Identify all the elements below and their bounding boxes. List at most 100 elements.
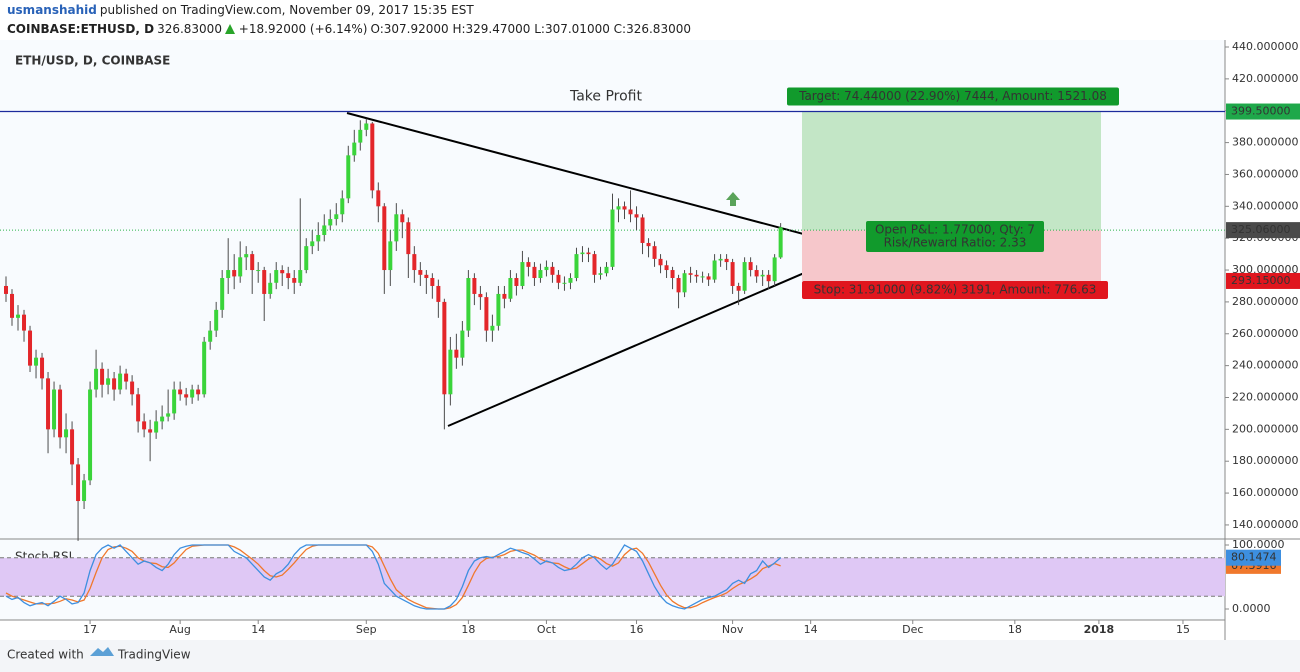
candle-body	[484, 297, 489, 331]
candle-body	[304, 246, 309, 271]
candle-body	[4, 285, 9, 294]
candle-body	[562, 282, 567, 284]
up-triangle-icon	[224, 24, 235, 34]
candle-body	[574, 254, 579, 279]
candle-body	[112, 378, 117, 390]
trend-line	[447, 248, 861, 427]
candle-body	[496, 293, 501, 326]
candle-body	[250, 254, 255, 271]
candle-body	[220, 278, 225, 310]
candle-body	[64, 429, 69, 438]
chart-title: ETH/USD, D, COINBASE	[15, 54, 170, 68]
candle-body	[82, 480, 87, 502]
candle-body	[100, 368, 105, 385]
candle-body	[394, 214, 399, 242]
candle-body	[406, 222, 411, 255]
x-tick-label: 18	[461, 623, 475, 636]
footer-background	[0, 640, 1300, 672]
symbol: COINBASE:ETHUSD, D	[7, 22, 155, 36]
last-price: 326.83000	[157, 22, 222, 36]
y-tick-label: 240.000000	[1232, 359, 1298, 372]
candle-body	[244, 254, 249, 258]
candle-body	[208, 330, 213, 342]
candle-body	[262, 270, 267, 294]
candle-body	[388, 241, 393, 271]
candle-body	[328, 219, 333, 226]
candle-body	[196, 389, 201, 395]
stop-text: Stop: 31.91000 (9.82%) 3191, Amount: 776…	[814, 282, 1097, 296]
candle-body	[358, 129, 363, 143]
candle-body	[772, 257, 777, 282]
candle-body	[400, 214, 405, 223]
y-tick-label: 140.000000	[1232, 518, 1298, 531]
y-tick-label: 280.000000	[1232, 295, 1298, 308]
y-tick-label: 220.000000	[1232, 390, 1298, 403]
target-text-box	[787, 87, 1119, 106]
candle-body	[106, 378, 111, 385]
candle-body	[286, 273, 291, 279]
candle-body	[190, 389, 195, 398]
candle-body	[172, 389, 177, 414]
candle-body	[526, 262, 531, 267]
candle-body	[676, 278, 681, 293]
candle-body	[466, 278, 471, 331]
x-tick-label: Oct	[537, 623, 557, 636]
x-tick-label: Nov	[722, 623, 744, 636]
candle-body	[598, 273, 603, 275]
published: published on TradingView.com, November 0…	[99, 3, 474, 17]
price-tag-label: 293.15000	[1231, 274, 1291, 287]
candle-body	[586, 252, 591, 255]
footer-brand: TradingView	[117, 648, 191, 662]
candle-body	[640, 217, 645, 243]
candle-body	[754, 270, 759, 277]
candle-body	[352, 142, 357, 156]
candle-body	[628, 209, 633, 215]
candle-body	[766, 274, 771, 282]
candle-body	[148, 429, 153, 433]
header-line: COINBASE:ETHUSD, D 326.83000 +18.92000 (+…	[7, 22, 694, 36]
x-tick-label: 14	[251, 623, 265, 636]
candle-body	[280, 270, 285, 274]
candle-body	[136, 394, 141, 422]
candle-body	[10, 293, 15, 318]
candle-body	[310, 241, 315, 247]
candle-body	[292, 278, 297, 283]
candle-body	[670, 270, 675, 279]
candle-body	[688, 273, 693, 275]
candle-body	[124, 373, 129, 382]
candle-body	[214, 309, 219, 331]
candle-body	[70, 429, 75, 465]
candle-body	[238, 257, 243, 277]
candle-body	[652, 246, 657, 259]
candle-body	[532, 266, 537, 279]
candle-body	[22, 314, 27, 331]
candle-body	[316, 234, 321, 242]
candle-body	[298, 270, 303, 283]
x-tick-label: 14	[804, 623, 818, 636]
candle-body	[166, 413, 171, 417]
candle-body	[268, 282, 273, 294]
target-zone	[802, 111, 1101, 231]
candle-body	[40, 357, 45, 379]
candle-body	[88, 389, 93, 481]
y-tick-label: 180.000000	[1232, 454, 1298, 467]
candle-body	[580, 252, 585, 255]
candle-body	[52, 389, 57, 430]
candle-body	[364, 123, 369, 130]
candle-body	[160, 416, 165, 422]
candle-body	[508, 278, 513, 299]
x-tick-label: Sep	[356, 623, 377, 636]
price-tag	[1226, 272, 1300, 289]
candle-body	[514, 278, 519, 286]
trend-line	[346, 112, 861, 250]
candle-body	[712, 260, 717, 280]
target-text: Target: 74.44000 (22.90%) 7444, Amount: …	[798, 89, 1107, 103]
header-line: usmanshahid published on TradingView.com,…	[7, 3, 477, 17]
candle-body	[748, 262, 753, 271]
candle-body	[202, 341, 207, 395]
candle-body	[346, 155, 351, 199]
candle-body	[478, 293, 483, 298]
candle-body	[118, 373, 123, 390]
candle-body	[46, 378, 51, 430]
